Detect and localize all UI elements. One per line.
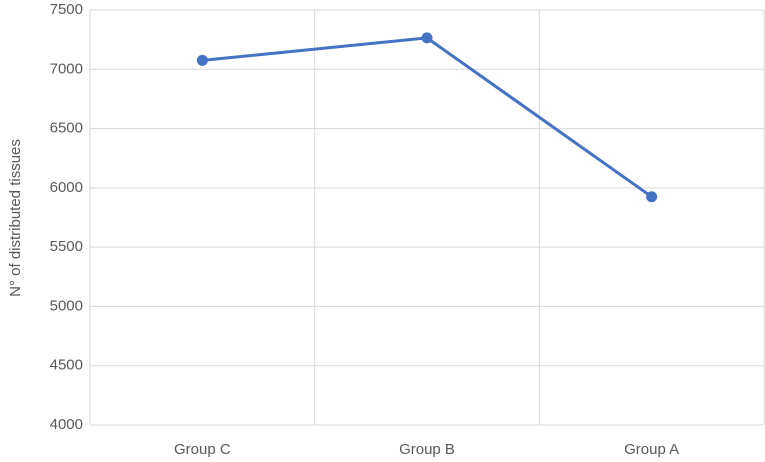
y-tick-label: 7500 <box>50 1 83 18</box>
y-tick-label: 7000 <box>50 60 83 77</box>
y-axis-title: N° of distributed tissues <box>7 139 24 297</box>
x-tick-label: Group A <box>624 441 679 458</box>
x-tick-label: Group C <box>174 441 231 458</box>
y-tick-label: 6500 <box>50 120 83 137</box>
y-tick-label: 4000 <box>50 416 83 433</box>
line <box>202 36 653 198</box>
y-tick-label: 4500 <box>50 357 83 374</box>
y-tick-label: 6000 <box>50 179 83 196</box>
x-tick-label: Group B <box>399 441 455 458</box>
marker <box>196 54 208 66</box>
marker <box>646 191 658 203</box>
y-tick-label: 5500 <box>50 238 83 255</box>
marker <box>421 32 433 44</box>
y-tick-label: 5000 <box>50 297 83 314</box>
